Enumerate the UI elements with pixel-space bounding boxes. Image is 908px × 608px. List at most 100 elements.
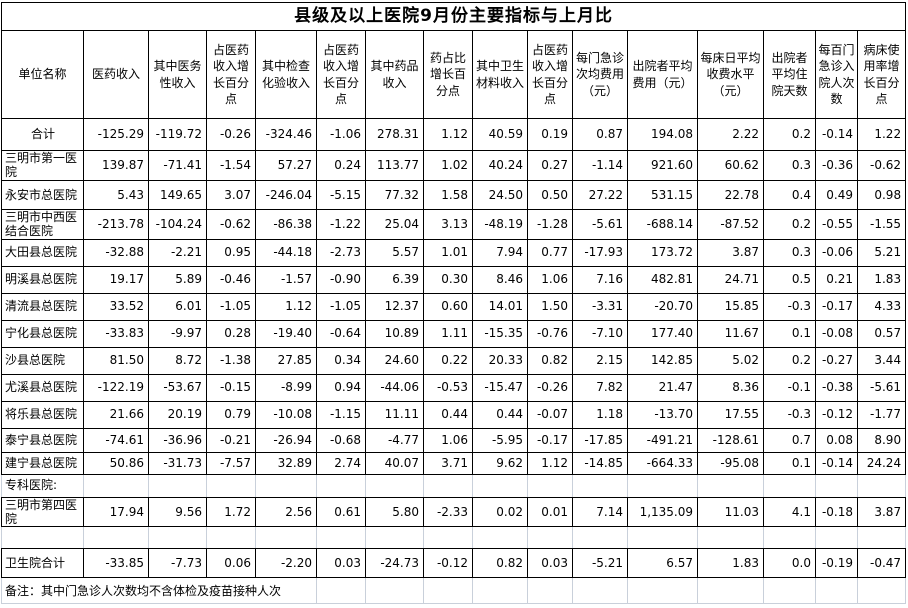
- cell: [527, 526, 573, 550]
- cell: -0.64: [316, 319, 366, 348]
- table-row: 专科医院:: [1, 473, 907, 498]
- empty-cell: [423, 577, 473, 605]
- empty-cell: [316, 577, 366, 605]
- cell: [763, 473, 816, 498]
- cell: 15.85: [697, 292, 764, 321]
- table-row: [1, 526, 907, 550]
- cell: 7.82: [572, 373, 628, 402]
- cell: 0.21: [815, 265, 858, 294]
- cell: -17.85: [572, 427, 628, 453]
- cell: 0.3: [763, 150, 816, 181]
- cell: 0.2: [763, 346, 816, 375]
- column-header: 每门急诊次均费用（元）: [572, 30, 628, 119]
- row-label: 三明市第四医院: [1, 496, 84, 528]
- cell: 0.49: [815, 179, 858, 210]
- column-header: 出院者平均费用（元）: [627, 30, 698, 119]
- cell: 7.94: [472, 238, 528, 267]
- cell: -7.10: [572, 319, 628, 348]
- row-label: 将乐县总医院: [1, 400, 84, 429]
- cell: 0.27: [527, 150, 573, 181]
- cell: 3.07: [206, 179, 256, 210]
- cell: 21.47: [627, 373, 698, 402]
- cell: 0.77: [527, 238, 573, 267]
- empty-cell: [763, 577, 816, 605]
- cell: 21.66: [83, 400, 149, 429]
- cell: 0.82: [527, 346, 573, 375]
- column-header: 单位名称: [1, 30, 84, 119]
- cell: 173.72: [627, 238, 698, 267]
- row-label: 泰宁县总医院: [1, 427, 84, 453]
- table-row: 尤溪县总医院 -122.19 -53.67 -0.15 -8.99 0.94 -44.06-…: [1, 373, 907, 402]
- column-header: 其中药品收入: [365, 30, 424, 119]
- cell: [572, 526, 628, 550]
- cell: 0.03: [316, 548, 366, 579]
- cell: 11.11: [365, 400, 424, 429]
- cell: 5.80: [365, 496, 424, 528]
- cell: 5.02: [697, 346, 764, 375]
- cell: -1.54: [206, 150, 256, 181]
- cell: 0.94: [316, 373, 366, 402]
- cell: 0.50: [527, 179, 573, 210]
- cell: [365, 526, 424, 550]
- table-row: 永安市总医院 5.43 149.65 3.07 -246.04 -5.15 77.32 1.5…: [1, 179, 907, 210]
- cell: 0.22: [423, 346, 473, 375]
- cell: -7.73: [148, 548, 207, 579]
- cell: -0.3: [763, 292, 816, 321]
- table-row: 清流县总医院 33.52 6.01 -1.05 1.12 -1.05 12.37 0.60 14…: [1, 292, 907, 321]
- cell: -0.14: [815, 451, 858, 475]
- cell: -36.96: [148, 427, 207, 453]
- cell: -2.20: [255, 548, 317, 579]
- cell: 8.46: [472, 265, 528, 294]
- cell: 20.33: [472, 346, 528, 375]
- cell: 1.83: [856, 265, 907, 294]
- cell: -8.99: [255, 373, 317, 402]
- cell: 19.17: [83, 265, 149, 294]
- empty-cell: [856, 577, 907, 605]
- cell: -0.38: [815, 373, 858, 402]
- cell: 1.22: [856, 118, 907, 151]
- cell: [316, 473, 366, 498]
- cell: [148, 526, 207, 550]
- row-label: 明溪县总医院: [1, 265, 84, 294]
- cell: -0.19: [815, 548, 858, 579]
- cell: -95.08: [697, 451, 764, 475]
- cell: -0.62: [856, 150, 907, 181]
- cell: 0.03: [527, 548, 573, 579]
- row-label: 尤溪县总医院: [1, 373, 84, 402]
- cell: [423, 526, 473, 550]
- column-header: 其中检查化验收入: [255, 30, 317, 119]
- cell: -14.85: [572, 451, 628, 475]
- cell: [527, 473, 573, 498]
- cell: 1.58: [423, 179, 473, 210]
- column-header: 每百门急诊入院人次数: [815, 30, 858, 119]
- cell: 6.39: [365, 265, 424, 294]
- cell: 3.13: [423, 208, 473, 240]
- cell: 24.50: [472, 179, 528, 210]
- cell: -87.52: [697, 208, 764, 240]
- empty-cell: [365, 577, 424, 605]
- cell: -0.14: [815, 118, 858, 151]
- cell: 1.50: [527, 292, 573, 321]
- row-label: 沙县总医院: [1, 346, 84, 375]
- column-header: 占医药收入增长百分点: [206, 30, 256, 119]
- cell: -0.17: [527, 427, 573, 453]
- row-label: 专科医院:: [1, 473, 84, 498]
- cell: 0.44: [472, 400, 528, 429]
- cell: 3.44: [856, 346, 907, 375]
- cell: 17.55: [697, 400, 764, 429]
- cell: 27.22: [572, 179, 628, 210]
- cell: 6.01: [148, 292, 207, 321]
- cell: 11.03: [697, 496, 764, 528]
- cell: 12.37: [365, 292, 424, 321]
- cell: [697, 473, 764, 498]
- cell: -20.70: [627, 292, 698, 321]
- empty-cell: [815, 577, 858, 605]
- table-row: 泰宁县总医院 -74.61 -36.96 -0.21 -26.94 -0.68 -4.77 1…: [1, 427, 907, 453]
- cell: -0.12: [423, 548, 473, 579]
- cell: -128.61: [697, 427, 764, 453]
- cell: -0.15: [206, 373, 256, 402]
- cell: 1,135.09: [627, 496, 698, 528]
- row-label: 永安市总医院: [1, 179, 84, 210]
- cell: 2.74: [316, 451, 366, 475]
- cell: -5.61: [572, 208, 628, 240]
